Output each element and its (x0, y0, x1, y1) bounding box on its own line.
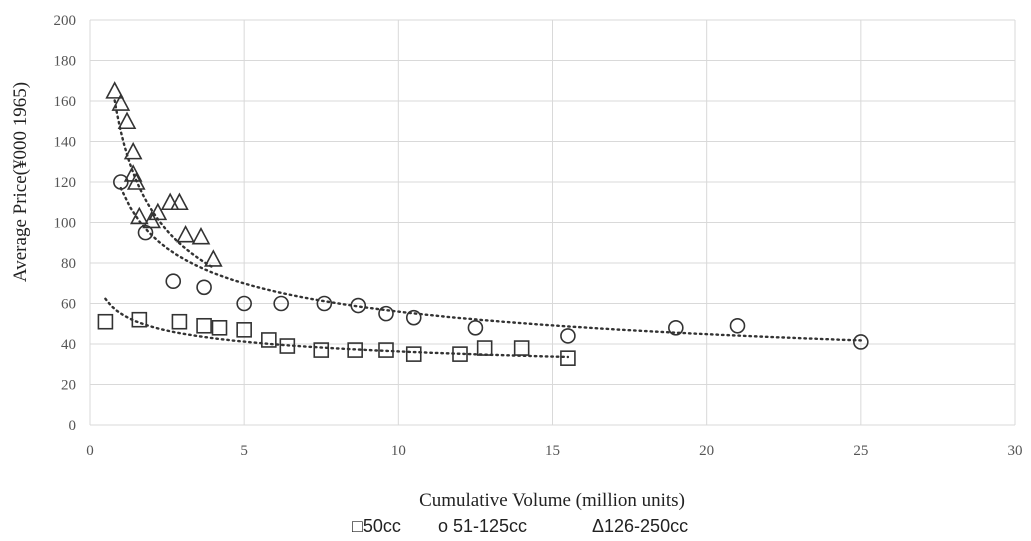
square-point (131, 311, 148, 328)
x-tick-label: 20 (699, 443, 714, 459)
triangle-point (203, 249, 223, 267)
y-tick-label: 80 (61, 256, 76, 272)
circle-point (668, 319, 684, 336)
square-point (97, 313, 114, 330)
circle-point (405, 309, 422, 326)
circle-point (273, 295, 289, 312)
circle-point (316, 295, 333, 312)
legend: □50cc o 51-125cc Δ126-250cc (352, 516, 688, 536)
triangle-point (105, 81, 124, 99)
square-point (279, 338, 296, 354)
trendline-square (104, 297, 570, 359)
triangle-point (117, 111, 137, 130)
triangle-point (191, 226, 211, 245)
trendlines (104, 99, 862, 359)
y-tick-label: 0 (69, 418, 77, 434)
x-tick-label: 5 (240, 443, 248, 459)
triangle-point (160, 192, 180, 211)
triangle-point (176, 224, 195, 243)
circle-point (113, 174, 129, 190)
y-tick-label: 60 (61, 297, 76, 313)
triangle-point (123, 141, 143, 160)
x-axis-title: Cumulative Volume (million units) (419, 490, 685, 511)
square-point (476, 340, 493, 356)
circle-point (378, 305, 394, 322)
square-point (211, 319, 228, 336)
y-tick-label: 40 (61, 337, 76, 353)
x-tick-label: 10 (391, 443, 406, 459)
circle-point (729, 317, 746, 334)
circle-point (196, 279, 212, 296)
x-tick-label: 0 (86, 443, 94, 459)
square-point (196, 317, 212, 334)
gridlines (89, 19, 1016, 426)
triangle-point (126, 172, 146, 190)
circle-point (853, 334, 869, 350)
y-tick-label: 200 (54, 13, 77, 29)
square-point (560, 350, 576, 366)
square-point (452, 346, 468, 362)
triangle-point (148, 202, 168, 221)
circle-point (350, 297, 367, 314)
square-point (378, 342, 394, 358)
circle-point (467, 319, 484, 336)
legend-item-square: □50cc (352, 516, 401, 536)
data-markers (97, 81, 869, 366)
legend-item-circle: o 51-125cc (438, 516, 527, 536)
square-point (261, 332, 277, 348)
trendline-circle (119, 186, 862, 342)
triangle-point (129, 206, 149, 225)
triangle-point (111, 93, 131, 111)
y-tick-label: 160 (54, 94, 77, 110)
y-tick-label: 180 (54, 54, 77, 70)
square-point (313, 342, 330, 358)
circle-point (165, 273, 182, 290)
x-tick-label: 30 (1008, 443, 1023, 459)
x-tick-label: 15 (545, 443, 560, 459)
y-tick-label: 140 (54, 135, 77, 151)
x-tick-label: 25 (853, 443, 868, 459)
square-point (171, 313, 188, 330)
y-tick-label: 20 (61, 378, 76, 394)
square-point (513, 340, 530, 356)
legend-item-triangle: Δ126-250cc (592, 516, 688, 536)
y-tick-label: 100 (54, 216, 77, 232)
square-point (236, 322, 252, 338)
triangle-point (170, 192, 189, 211)
circle-point (236, 295, 252, 312)
trendline-triangle (113, 99, 215, 269)
tick-labels: 0 20 40 60 80 100 120 140 160 180 200 0 5 10 15 20 25 30 (54, 13, 1023, 459)
square-point (405, 346, 422, 362)
y-axis-title: Average Price(¥000 1965) (10, 82, 31, 282)
circle-point (560, 328, 576, 344)
square-point (347, 342, 363, 358)
y-tick-label: 120 (54, 175, 77, 191)
